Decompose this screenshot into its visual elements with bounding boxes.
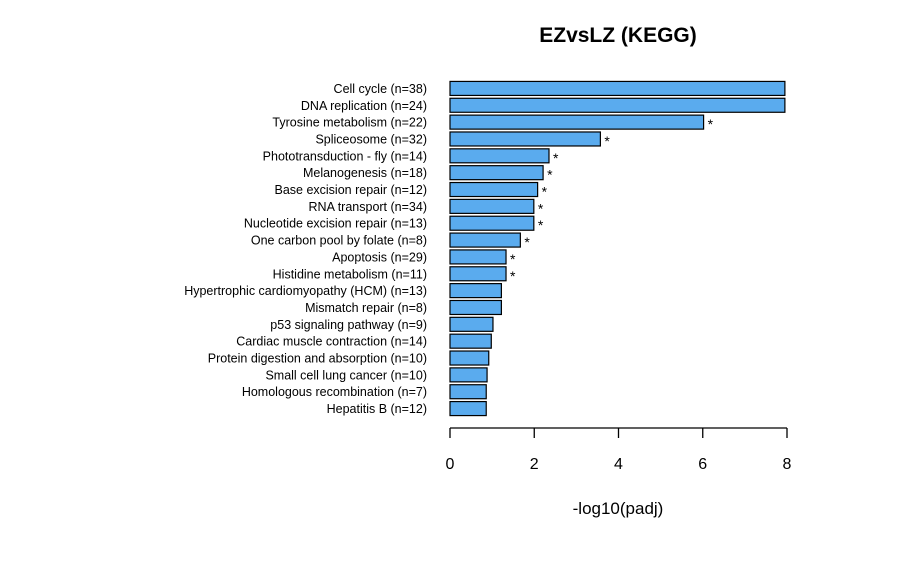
category-label: Homologous recombination (n=7) <box>242 385 427 399</box>
bar <box>449 232 521 248</box>
bar <box>449 165 544 181</box>
x-tick-label: 8 <box>783 456 792 473</box>
bar <box>449 80 786 97</box>
bars-layer <box>449 80 786 417</box>
bar <box>449 299 502 316</box>
bar <box>449 198 535 214</box>
category-label: Phototransduction - fly (n=14) <box>263 149 427 163</box>
bar <box>449 384 487 400</box>
bar <box>449 249 507 265</box>
significance-star: * <box>604 133 610 149</box>
category-label: Cell cycle (n=38) <box>334 82 427 96</box>
category-label: Spliceosome (n=32) <box>315 132 427 146</box>
significance-star: * <box>542 184 548 200</box>
category-label: Protein digestion and absorption (n=10) <box>208 352 427 366</box>
x-axis-title: -log10(padj) <box>573 499 664 518</box>
category-label: Apoptosis (n=29) <box>332 250 427 264</box>
bar <box>449 131 601 147</box>
x-tick-label: 4 <box>614 456 623 473</box>
category-label: Nucleotide excision repair (n=13) <box>244 217 427 231</box>
significance-star: * <box>524 234 530 250</box>
bar <box>449 97 786 113</box>
category-label: p53 signaling pathway (n=9) <box>270 318 427 332</box>
x-tick-label: 2 <box>530 456 539 473</box>
category-label: Melanogenesis (n=18) <box>303 166 427 180</box>
bar <box>449 148 550 164</box>
significance-star: * <box>547 167 553 183</box>
bar <box>449 181 539 198</box>
category-label: RNA transport (n=34) <box>309 200 427 214</box>
category-label: Mismatch repair (n=8) <box>305 301 427 315</box>
significance-markers: ********** <box>510 116 714 284</box>
category-label: Hypertrophic cardiomyopathy (HCM) (n=13) <box>184 284 427 298</box>
category-label: Base excision repair (n=12) <box>274 183 427 197</box>
bar <box>449 283 502 299</box>
category-label: Small cell lung cancer (n=10) <box>265 368 427 382</box>
category-label: Cardiac muscle contraction (n=14) <box>236 335 427 349</box>
category-label: One carbon pool by folate (n=8) <box>251 234 427 248</box>
bar <box>449 400 487 417</box>
category-label: Tyrosine metabolism (n=22) <box>272 116 427 130</box>
significance-star: * <box>510 251 516 267</box>
x-axis: 0 2 4 6 8 <box>446 427 792 473</box>
category-label: Hepatitis B (n=12) <box>327 402 427 416</box>
x-tick-label: 6 <box>698 456 707 473</box>
x-tick-label: 0 <box>446 456 455 473</box>
category-labels: Cell cycle (n=38) DNA replication (n=24) T… <box>184 82 427 416</box>
significance-star: * <box>510 268 516 284</box>
chart-title: EZvsLZ (KEGG) <box>539 24 697 47</box>
significance-star: * <box>538 200 544 216</box>
significance-star: * <box>538 217 544 233</box>
bar <box>449 367 488 383</box>
bar <box>449 333 492 349</box>
significance-star: * <box>708 116 714 132</box>
category-label: Histidine metabolism (n=11) <box>273 267 427 281</box>
category-label: DNA replication (n=24) <box>301 99 427 113</box>
bar <box>449 215 535 231</box>
bar <box>449 114 705 130</box>
bar <box>449 266 507 282</box>
bar <box>449 316 494 332</box>
bar <box>449 350 490 366</box>
significance-star: * <box>553 150 559 166</box>
